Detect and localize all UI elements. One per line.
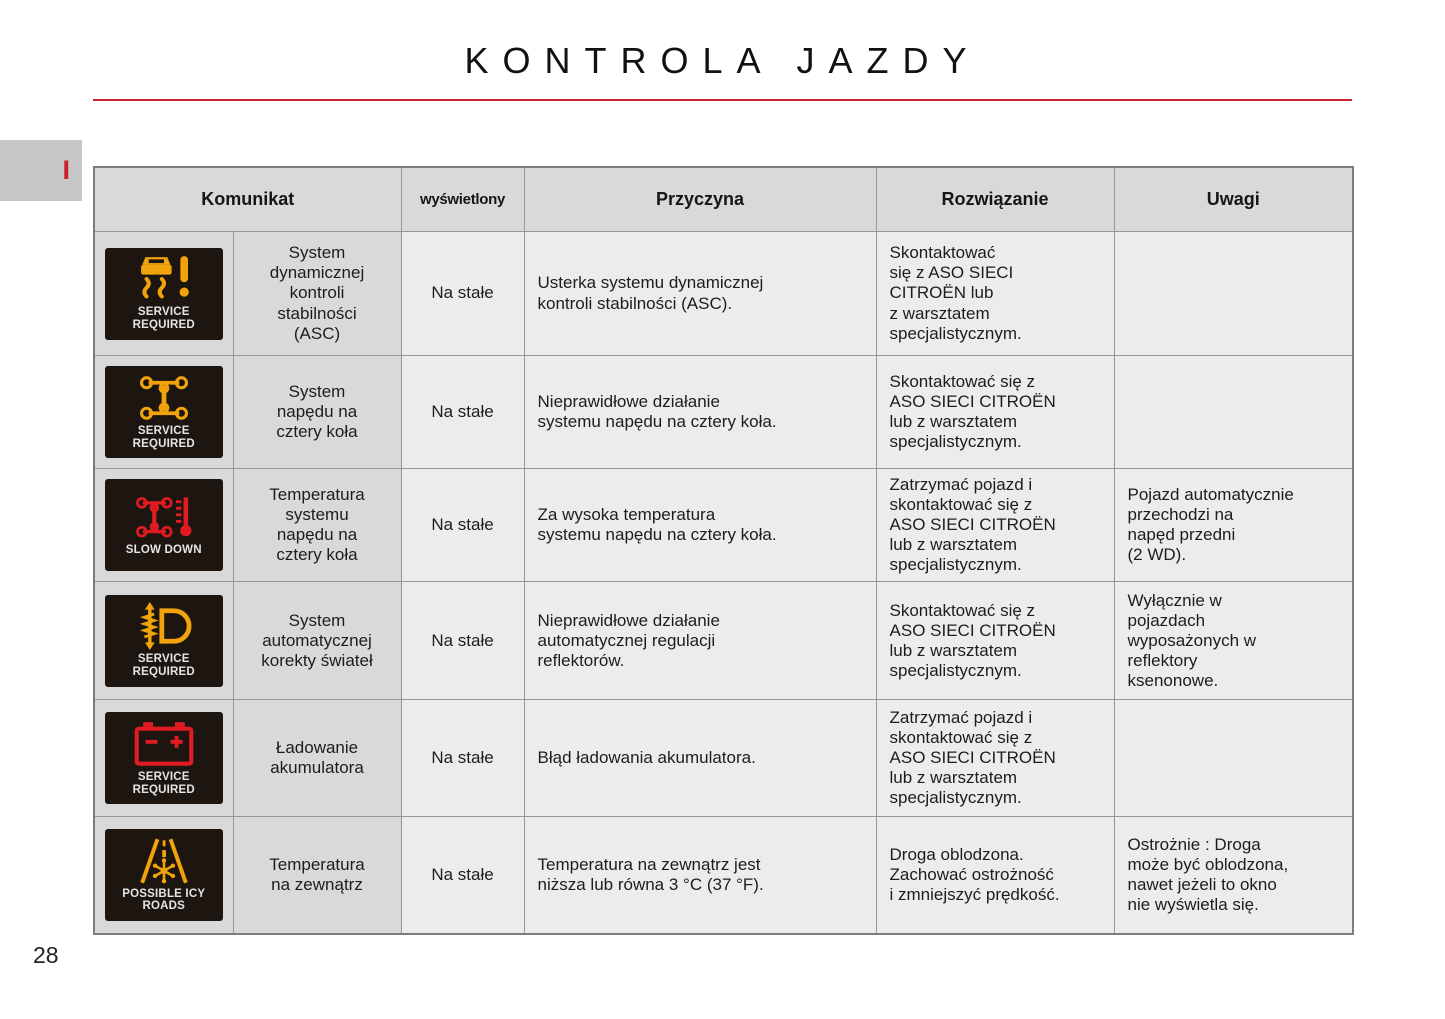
section-tab-label: I (62, 155, 70, 185)
displayed-cell: Na stałe (400, 581, 525, 701)
cause-cell: Temperatura na zewnątrz jest niższa lub … (523, 816, 877, 935)
warning-lamp-tile: SLOW DOWN (104, 479, 223, 572)
table-row: SERVICE REQUIRED Ładowanie akumulatora N… (93, 699, 1354, 818)
message-cell: System automatycznej korekty świateł (232, 581, 402, 701)
table-row: SERVICE REQUIRED System automatycznej ko… (93, 581, 1354, 701)
asc-warning-icon (140, 256, 189, 299)
title-divider (93, 99, 1352, 101)
warning-lamp-tile: SERVICE REQUIRED (104, 366, 223, 458)
header-uwagi: Uwagi (1113, 166, 1354, 232)
cause-cell: Usterka systemu dynamicznej kontroli sta… (523, 231, 877, 356)
notes-cell: Wyłącznie w pojazdach wyposażonych w ref… (1113, 581, 1354, 701)
solution-cell: Zatrzymać pojazd i skontaktować się z AS… (875, 699, 1115, 818)
icon-cell: SERVICE REQUIRED (93, 581, 234, 701)
solution-cell: Skontaktować się z ASO SIECI CITROËN lub… (875, 581, 1115, 701)
warning-lamp-tile: POSSIBLE ICY ROADS (104, 828, 223, 921)
notes-cell (1113, 355, 1354, 469)
solution-cell: Skontaktować się z ASO SIECI CITROËN lub… (875, 231, 1115, 356)
displayed-cell: Na stałe (400, 231, 525, 356)
icon-cell: SERVICE REQUIRED (93, 355, 234, 469)
solution-cell: Skontaktować się z ASO SIECI CITROËN lub… (875, 355, 1115, 469)
displayed-cell: Na stałe (400, 699, 525, 818)
header-komunikat: Komunikat (93, 166, 402, 232)
cause-cell: Błąd ładowania akumulatora. (523, 699, 877, 818)
message-cell: Ładowanie akumulatora (232, 699, 402, 818)
displayed-cell: Na stałe (400, 816, 525, 935)
table-row: POSSIBLE ICY ROADS Temperatura na zewnąt… (93, 816, 1354, 935)
message-cell: System dynamicznej kontroli stabilności … (232, 231, 402, 356)
icon-caption: SERVICE REQUIRED (132, 306, 195, 331)
icon-cell: POSSIBLE ICY ROADS (93, 816, 234, 935)
warning-lights-table: Komunikat wyświetlony Przyczyna Rozwiąza… (93, 166, 1355, 935)
section-tab: I (0, 140, 82, 201)
icon-cell: SERVICE REQUIRED (93, 231, 234, 356)
icon-caption: SERVICE REQUIRED (132, 770, 195, 796)
displayed-cell: Na stałe (400, 467, 525, 583)
warning-lamp-tile: SERVICE REQUIRED (104, 712, 223, 805)
icon-caption: SERVICE REQUIRED (132, 653, 195, 679)
table-row: SERVICE REQUIRED System dynamicznej kont… (93, 231, 1354, 356)
icon-caption: SLOW DOWN (125, 544, 202, 557)
page-number: 28 (33, 942, 59, 968)
solution-cell: Zatrzymać pojazd i skontaktować się z AS… (875, 467, 1115, 583)
cause-cell: Za wysoka temperatura systemu napędu na … (523, 467, 877, 583)
displayed-cell: Na stałe (400, 355, 525, 469)
notes-cell: Ostrożnie : Droga może być oblodzona, na… (1113, 816, 1354, 935)
table-header-row: Komunikat wyświetlony Przyczyna Rozwiąza… (93, 166, 1354, 232)
notes-cell: Pojazd automatycznie przechodzi na napęd… (1113, 467, 1354, 583)
four-wheel-drive-icon (139, 375, 188, 420)
battery-charge-icon (134, 722, 194, 766)
message-cell: System napędu na cztery koła (232, 355, 402, 469)
message-cell: Temperatura na zewnątrz (232, 816, 402, 935)
cause-cell: Nieprawidłowe działanie systemu napędu n… (523, 355, 877, 469)
warning-lamp-tile: SERVICE REQUIRED (104, 594, 223, 687)
icon-caption: POSSIBLE ICY ROADS (122, 887, 206, 913)
icon-caption: SERVICE REQUIRED (132, 424, 195, 450)
table-row: SLOW DOWN Temperatura systemu napędu na … (93, 467, 1354, 583)
header-rozwiazanie: Rozwiązanie (875, 166, 1115, 232)
page-title: KONTROLA JAZDY (464, 40, 981, 81)
notes-cell (1113, 699, 1354, 818)
icon-cell: SLOW DOWN (93, 467, 234, 583)
notes-cell (1113, 231, 1354, 356)
header-wyswietlony: wyświetlony (400, 166, 525, 232)
headlight-leveling-icon (139, 602, 192, 651)
icy-road-icon (140, 838, 188, 884)
icon-cell: SERVICE REQUIRED (93, 699, 234, 818)
header-przyczyna: Przyczyna (523, 166, 877, 232)
table-row: SERVICE REQUIRED System napędu na cztery… (93, 355, 1354, 469)
warning-lamp-tile: SERVICE REQUIRED (104, 247, 223, 340)
solution-cell: Droga oblodzona. Zachować ostrożność i z… (875, 816, 1115, 935)
cause-cell: Nieprawidłowe działanie automatycznej re… (523, 581, 877, 701)
drivetrain-temperature-icon (135, 497, 192, 538)
message-cell: Temperatura systemu napędu na cztery koł… (232, 467, 402, 583)
